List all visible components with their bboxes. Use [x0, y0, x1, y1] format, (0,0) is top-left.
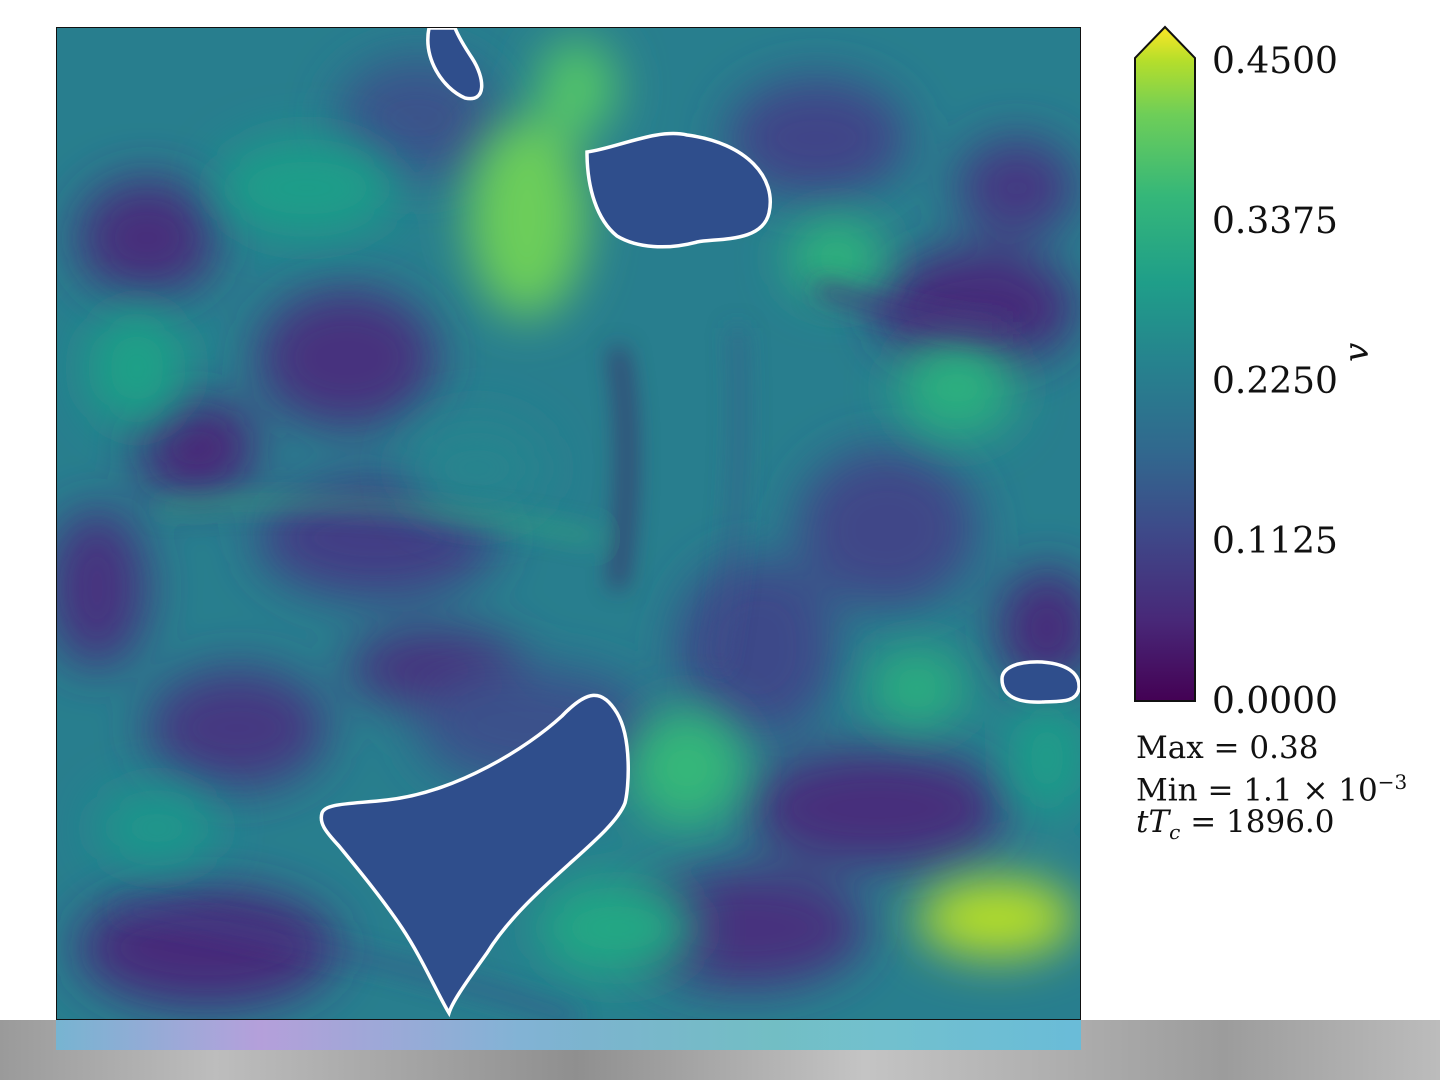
- contour-lines: [319, 28, 1080, 1018]
- time-variable: t: [1136, 804, 1149, 840]
- field-filaments: [116, 279, 1008, 1019]
- heatmap-plot: [56, 27, 1081, 1020]
- colorbar-tick-label: 0.1125: [1212, 521, 1338, 562]
- contour-top-left: [426, 28, 484, 101]
- colorbar-tick-label: 0.3375: [1212, 201, 1338, 242]
- max-annotation: Max = 0.38: [1136, 730, 1319, 766]
- colorbar: [1134, 25, 1196, 702]
- min-annotation-base: Min = 1.1 × 10: [1136, 772, 1378, 809]
- min-annotation-exponent: −3: [1377, 770, 1408, 794]
- time-symbol: T: [1148, 804, 1170, 840]
- colorbar-tick-label: 0.0000: [1212, 681, 1338, 722]
- contour-right: [1000, 660, 1080, 704]
- field-blobs-bright: [87, 38, 1080, 978]
- time-value: = 1896.0: [1180, 804, 1335, 840]
- velocity-field: [57, 28, 1080, 1019]
- colorbar-tick-label: 0.2250: [1212, 361, 1338, 402]
- contour-top-center: [585, 131, 772, 249]
- time-subscript: c: [1169, 820, 1181, 845]
- colorbar-label: v: [1337, 342, 1377, 362]
- contour-bottom: [319, 693, 630, 1018]
- bottom-strip-overlay: [56, 1020, 1081, 1050]
- min-annotation: Min = 1.1 × 10−3: [1136, 770, 1407, 808]
- colorbar-gradient: [1134, 25, 1196, 702]
- colorbar-tick-label: 0.4500: [1212, 41, 1338, 82]
- time-annotation: tTc = 1896.0: [1136, 804, 1335, 844]
